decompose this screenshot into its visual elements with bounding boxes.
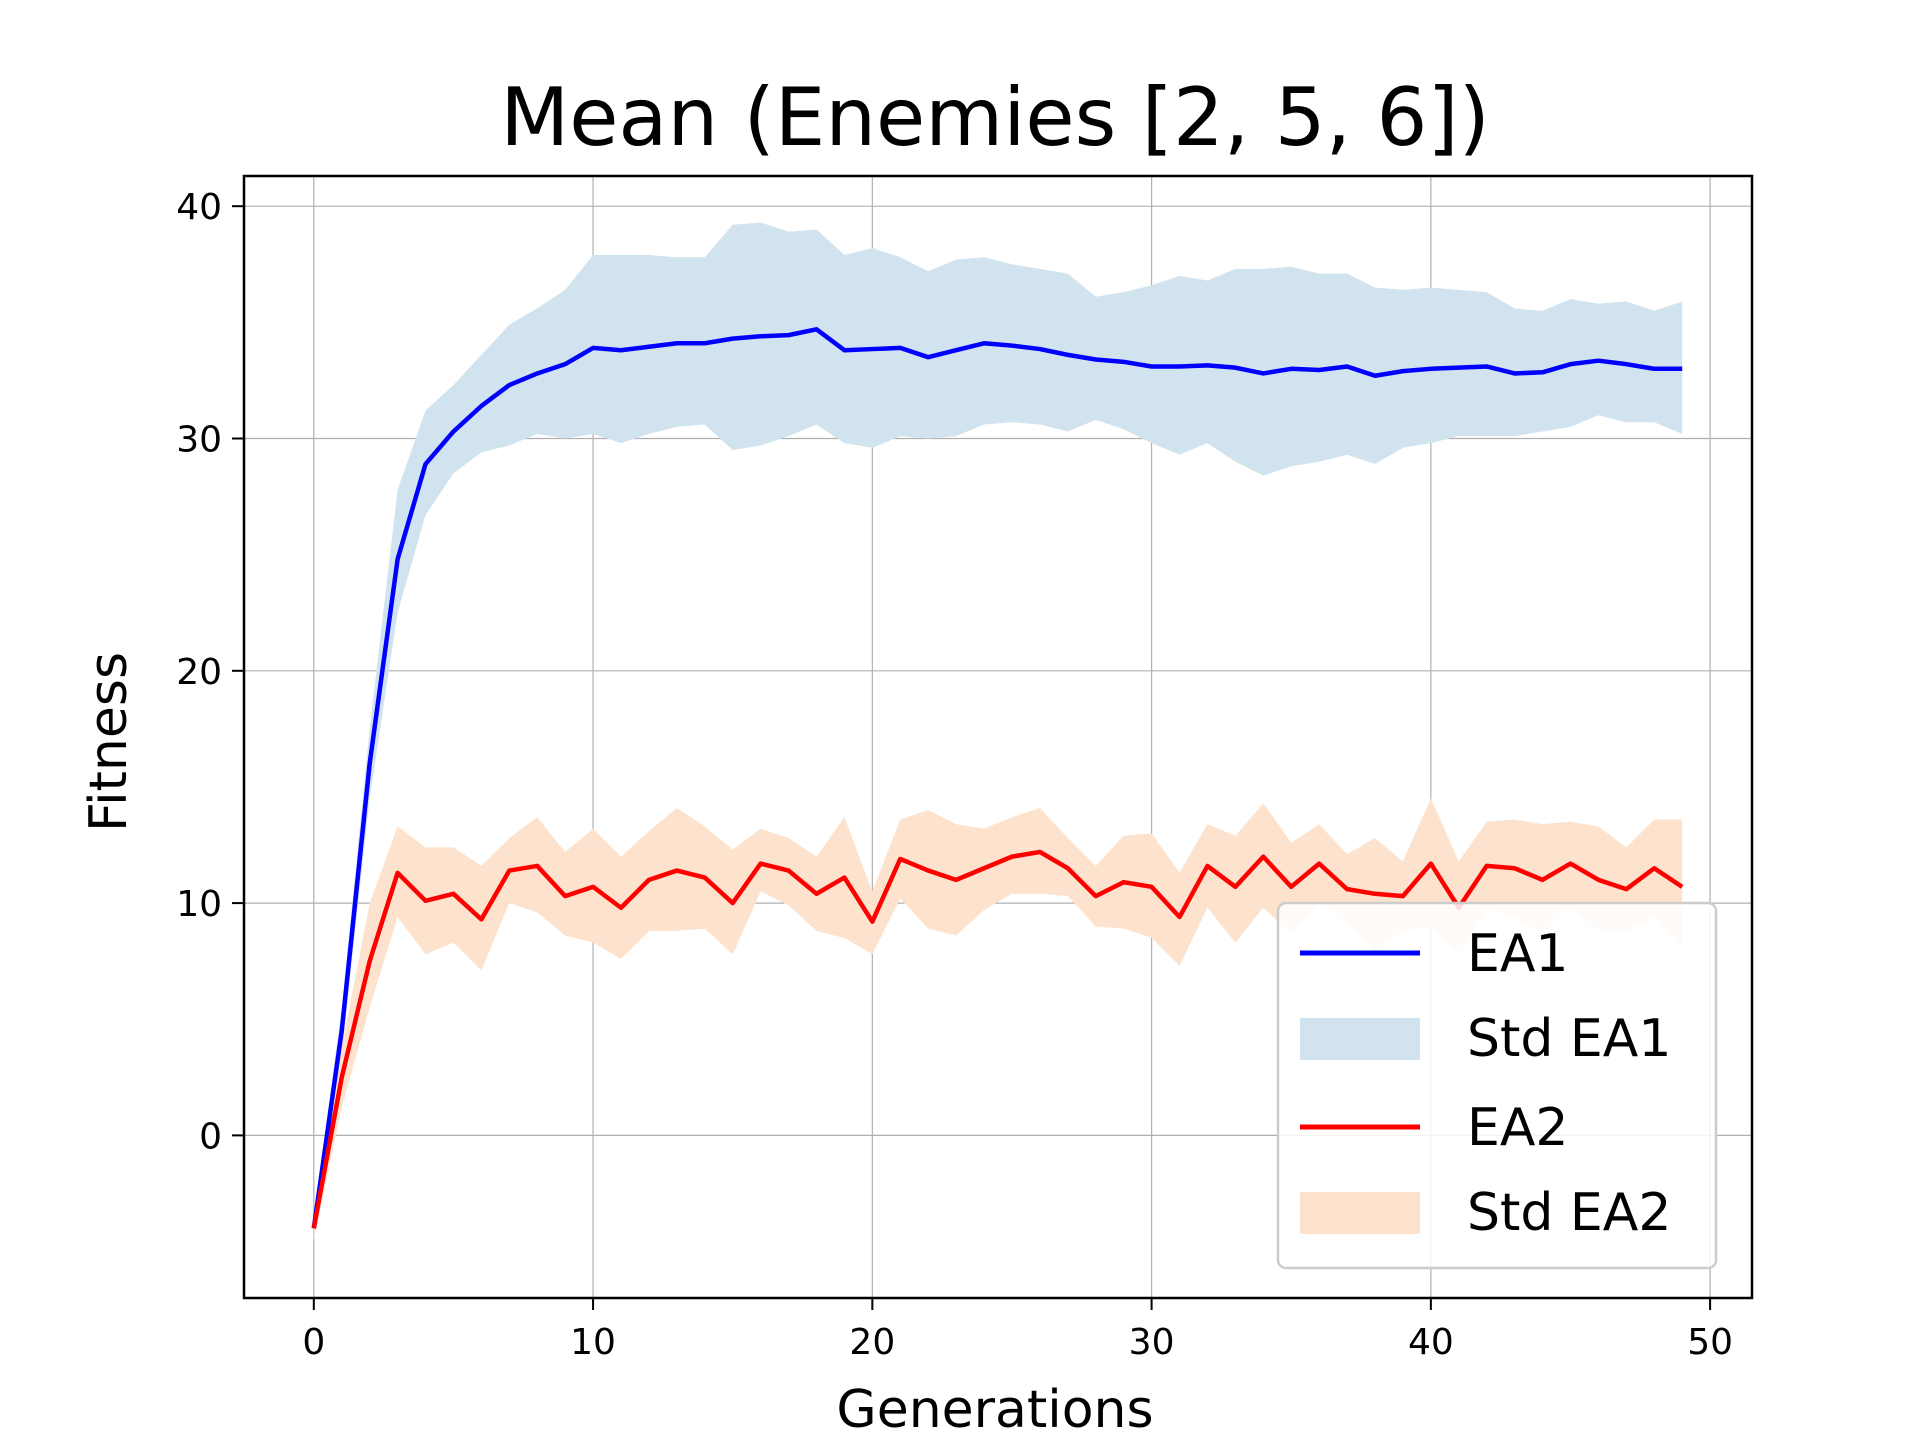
x-axis-label: Generations [836, 1380, 1153, 1440]
legend-swatch-std-ea2 [1300, 1192, 1420, 1234]
legend-label-ea2: EA2 [1467, 1098, 1569, 1158]
chart-title: Mean (Enemies [2, 5, 6]) [500, 71, 1490, 164]
y-axis-ticks: 0 10 20 30 40 [176, 187, 244, 1157]
x-tick-label: 20 [849, 1322, 895, 1363]
legend-swatch-std-ea1 [1300, 1018, 1420, 1060]
y-tick-label: 10 [176, 884, 222, 925]
legend-box [1276, 901, 1718, 1270]
y-axis-label: Fitness [79, 652, 139, 832]
series-line-ea2 [311, 849, 1684, 1229]
plot-frame [242, 174, 1754, 1300]
y-tick-label: 40 [176, 187, 222, 228]
x-tick-label: 10 [570, 1322, 616, 1363]
legend-label-std-ea1: Std EA1 [1467, 1009, 1671, 1069]
y-tick-label: 0 [199, 1116, 222, 1157]
y-tick-label: 30 [176, 419, 222, 460]
std-band-ea1 [313, 222, 1683, 1240]
legend-label-ea1: EA1 [1467, 924, 1569, 984]
series-line-ea1 [311, 327, 1683, 1229]
y-tick-label: 20 [176, 652, 222, 693]
legend: EA1 Std EA1 EA2 Std EA2 [1276, 901, 1718, 1270]
x-tick-label: 40 [1408, 1322, 1454, 1363]
series-lines [311, 327, 1684, 1229]
x-tick-label: 30 [1129, 1322, 1175, 1363]
legend-label-std-ea2: Std EA2 [1467, 1183, 1671, 1243]
x-axis-ticks: 0 10 20 30 40 50 [302, 1298, 1733, 1363]
x-tick-label: 0 [302, 1322, 325, 1363]
x-tick-label: 50 [1687, 1322, 1733, 1363]
